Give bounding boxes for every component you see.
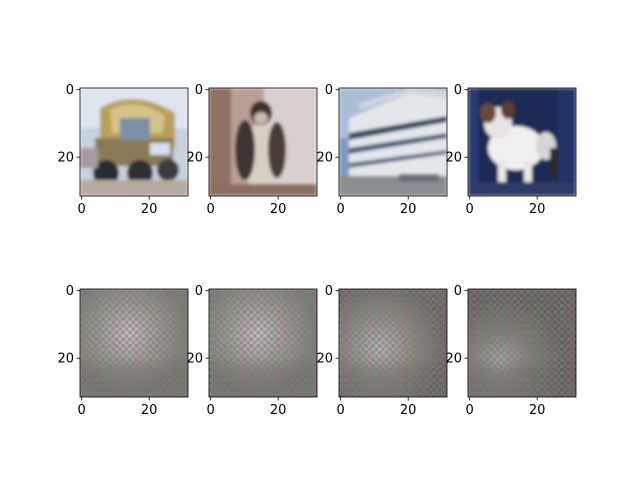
y-tick-label: 0 <box>454 83 462 98</box>
x-tick-label: 20 <box>270 403 287 418</box>
axes-frame <box>338 288 448 398</box>
y-tick-label: 0 <box>66 284 74 299</box>
image-content <box>80 88 188 196</box>
y-tick-label: 0 <box>454 284 462 299</box>
x-tick-label: 0 <box>466 403 474 418</box>
axes-frame <box>208 288 318 398</box>
reconstruction-panel-4: 0 0 20 20 <box>445 284 577 418</box>
image-content <box>468 88 576 196</box>
x-tick-label: 0 <box>78 403 86 418</box>
y-tick-label: 0 <box>195 284 203 299</box>
y-tick-label: 20 <box>57 151 74 166</box>
reconstruction-panel-1: 0 0 20 20 <box>57 284 189 418</box>
panel-layer: 0 0 20 20 0 0 20 20 0 0 20 20 0 0 20 20 0 0 20 20 0 0 20 20 0 0 20… <box>57 83 577 418</box>
x-tick-label: 0 <box>207 403 215 418</box>
original-image-panel-3: 0 0 20 20 <box>316 83 448 217</box>
x-tick-label: 20 <box>529 202 546 217</box>
y-tick-label: 0 <box>66 83 74 98</box>
x-tick-label: 20 <box>400 202 417 217</box>
y-tick-label: 0 <box>325 284 333 299</box>
original-image-panel-2: 0 0 20 20 <box>186 83 318 217</box>
x-tick-label: 0 <box>337 202 345 217</box>
original-image-panel-1: 0 0 20 20 <box>57 83 189 217</box>
axes-frame <box>79 87 189 197</box>
y-tick-label: 20 <box>445 352 462 367</box>
x-tick-label: 20 <box>529 403 546 418</box>
x-tick-label: 0 <box>207 202 215 217</box>
y-tick-label: 0 <box>195 83 203 98</box>
reconstruction-panel-3: 0 0 20 20 <box>316 284 448 418</box>
x-tick-label: 0 <box>337 403 345 418</box>
axes-frame <box>208 87 318 197</box>
reconstruction-panel-2: 0 0 20 20 <box>186 284 318 418</box>
axes-frame <box>467 87 577 197</box>
image-content <box>339 88 447 196</box>
x-tick-label: 0 <box>78 202 86 217</box>
y-tick-label: 20 <box>57 352 74 367</box>
x-tick-label: 20 <box>270 202 287 217</box>
y-tick-label: 20 <box>186 151 203 166</box>
y-tick-label: 20 <box>445 151 462 166</box>
x-tick-label: 20 <box>141 403 158 418</box>
original-image-panel-4: 0 0 20 20 <box>445 83 577 217</box>
y-tick-label: 20 <box>316 151 333 166</box>
x-tick-label: 20 <box>400 403 417 418</box>
image-content <box>209 88 317 196</box>
x-tick-label: 0 <box>466 202 474 217</box>
axes-frame <box>338 87 448 197</box>
y-tick-label: 20 <box>186 352 203 367</box>
y-tick-label: 0 <box>325 83 333 98</box>
x-tick-label: 20 <box>141 202 158 217</box>
axes-frame <box>467 288 577 398</box>
axes-frame <box>79 288 189 398</box>
y-tick-label: 20 <box>316 352 333 367</box>
